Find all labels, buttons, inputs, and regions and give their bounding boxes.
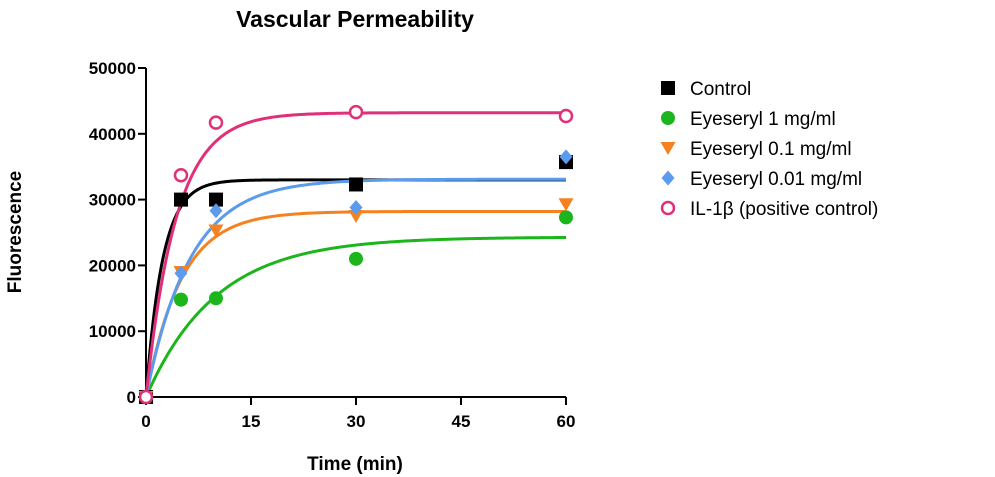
data-point-series-3-2 bbox=[209, 203, 223, 219]
legend-marker-4 bbox=[660, 200, 676, 216]
legend: Control Eyeseryl 1 mg/ml Eyeseryl 0.1 mg/m… bbox=[660, 79, 878, 220]
data-point-series-4-0 bbox=[138, 389, 154, 405]
data-point-series-2-2 bbox=[208, 224, 224, 238]
legend-label-3: Eyeseryl 0.01 mg/ml bbox=[690, 169, 862, 190]
x-tick-label: 15 bbox=[242, 412, 261, 431]
x-tick-label: 60 bbox=[557, 412, 576, 431]
legend-marker-2 bbox=[660, 142, 676, 155]
data-points bbox=[138, 104, 574, 405]
y-tick-label: 0 bbox=[127, 388, 136, 407]
y-tick-label: 10000 bbox=[89, 322, 136, 341]
chart-title: Vascular Permeability bbox=[236, 6, 474, 32]
data-point-series-4-4 bbox=[558, 108, 574, 124]
data-point-series-0-1 bbox=[174, 192, 188, 207]
legend-label-4: IL-1β (positive control) bbox=[690, 199, 878, 220]
y-tick-label: 20000 bbox=[89, 256, 136, 275]
axes: 0 10000 20000 30000 40000 50000 0 15 30 45 60 bbox=[89, 59, 576, 431]
data-point-series-1-2 bbox=[209, 291, 223, 306]
data-point-series-0-2 bbox=[209, 192, 223, 207]
data-point-series-3-3 bbox=[349, 199, 363, 215]
data-point-series-1-1 bbox=[174, 292, 188, 307]
x-tick-label: 30 bbox=[347, 412, 366, 431]
legend-label-0: Control bbox=[690, 79, 751, 100]
legend-label-1: Eyeseryl 1 mg/ml bbox=[690, 109, 836, 130]
data-point-series-1-3 bbox=[349, 251, 363, 266]
y-tick-label: 40000 bbox=[89, 125, 136, 144]
data-point-series-0-3 bbox=[349, 177, 363, 192]
data-point-series-4-2 bbox=[208, 115, 224, 130]
x-axis-label: Time (min) bbox=[307, 454, 403, 475]
legend-marker-1 bbox=[661, 111, 675, 125]
data-point-series-2-4 bbox=[558, 198, 574, 212]
x-tick-label: 45 bbox=[452, 412, 471, 431]
data-point-series-4-3 bbox=[348, 104, 364, 120]
x-tick-label: 0 bbox=[141, 412, 150, 431]
y-axis-label: Fluorescence bbox=[5, 171, 26, 294]
legend-marker-0 bbox=[661, 81, 675, 95]
data-point-series-4-1 bbox=[173, 168, 189, 183]
data-point-series-3-1 bbox=[174, 265, 188, 281]
data-point-series-1-4 bbox=[559, 210, 573, 225]
legend-marker-3 bbox=[661, 170, 675, 186]
legend-label-2: Eyeseryl 0.1 mg/ml bbox=[690, 139, 852, 160]
data-point-series-2-3 bbox=[348, 210, 364, 224]
data-point-series-3-4 bbox=[559, 149, 573, 165]
y-tick-label: 30000 bbox=[89, 191, 136, 210]
y-tick-label: 50000 bbox=[89, 59, 136, 78]
